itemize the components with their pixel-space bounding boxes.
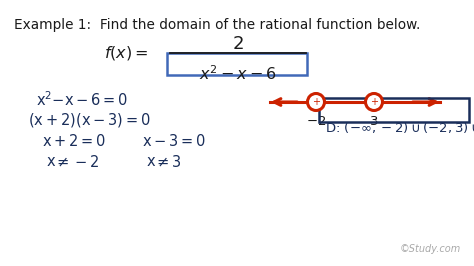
Text: $3$: $3$ <box>369 115 379 128</box>
Text: $\mathsf{\neq 3}$: $\mathsf{\neq 3}$ <box>154 154 182 170</box>
Text: $\mathsf{(x+2)(x-3) =0}$: $\mathsf{(x+2)(x-3) =0}$ <box>28 111 151 129</box>
Text: $-2$: $-2$ <box>306 115 326 128</box>
Text: +: + <box>370 97 378 107</box>
Text: $\mathsf{x}$: $\mathsf{x}$ <box>146 154 156 169</box>
Text: $2$: $2$ <box>232 35 244 53</box>
Circle shape <box>308 94 325 110</box>
Text: $\mathsf{x+2=0}$: $\mathsf{x+2=0}$ <box>42 133 106 149</box>
Text: $\mathsf{\neq -2}$: $\mathsf{\neq -2}$ <box>54 154 100 170</box>
Text: $\mathsf{x}$: $\mathsf{x}$ <box>46 154 56 169</box>
Text: $f(x) =$: $f(x) =$ <box>103 44 148 62</box>
Text: $\mathsf{x-3=0}$: $\mathsf{x-3=0}$ <box>142 133 206 149</box>
Text: $x^2 - x - 6$: $x^2 - x - 6$ <box>199 64 277 83</box>
Text: +: + <box>312 97 320 107</box>
Text: $\mathsf{x^2}$$\mathsf{-x- 6 =0}$: $\mathsf{x^2}$$\mathsf{-x- 6 =0}$ <box>36 90 128 109</box>
Text: ©Study.com: ©Study.com <box>400 244 461 254</box>
Text: D: $(-\infty,-2)\cup(-2,3)\cup(3,\infty)$: D: $(-\infty,-2)\cup(-2,3)\cup(3,\infty)… <box>325 120 474 135</box>
Circle shape <box>365 94 383 110</box>
Text: Example 1:  Find the domain of the rational function below.: Example 1: Find the domain of the ration… <box>14 18 420 32</box>
